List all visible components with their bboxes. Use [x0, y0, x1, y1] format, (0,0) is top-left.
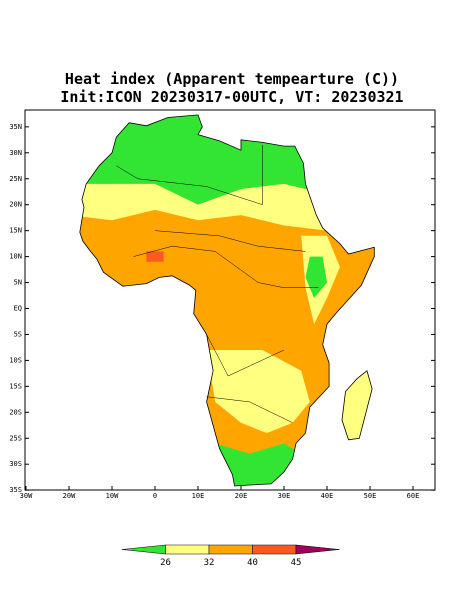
lat-label: 5N [14, 279, 22, 287]
colorbar-low [121, 544, 166, 555]
lat-label: 15S [9, 382, 22, 390]
lat-label: 15N [9, 227, 22, 235]
lat-label: 35S [9, 486, 22, 494]
lat-label: 30S [9, 460, 22, 468]
border [154, 230, 306, 252]
lat-label: 20N [9, 201, 22, 209]
lon-label: 10E [192, 492, 205, 500]
lon-label: 30E [278, 492, 291, 500]
colorbar-high [295, 544, 340, 555]
lat-label: 25N [9, 175, 22, 183]
title: Heat index (Apparent tempearture (C)) [65, 70, 399, 88]
lat-label: 5S [14, 330, 22, 338]
lon-label: 0 [153, 492, 157, 500]
lon-label: 20W [63, 492, 76, 500]
colorbar-segment [252, 544, 297, 555]
lat-label: EQ [14, 305, 22, 313]
lat-label: 25S [9, 434, 22, 442]
border [116, 145, 263, 206]
lon-label: 50E [364, 492, 377, 500]
lon-label: 10W [106, 492, 119, 500]
lat-label: 30N [9, 149, 22, 157]
lat-label: 10N [9, 253, 22, 261]
lat-label: 35N [9, 123, 22, 131]
colorbar-label: 32 [204, 558, 215, 568]
border [206, 396, 293, 423]
field-hotspot [146, 251, 164, 262]
lon-label: 60E [407, 492, 420, 500]
lat-label: 20S [9, 408, 22, 416]
lon-label: 40E [321, 492, 334, 500]
border [133, 245, 319, 288]
colorbar-label: 40 [247, 558, 258, 568]
border [206, 334, 285, 377]
colorbar-segment [165, 544, 210, 555]
lat-label: 10S [9, 356, 22, 364]
coastline [79, 114, 375, 487]
field-central-south [206, 350, 310, 434]
colorbar-segment [208, 544, 253, 555]
lon-label: 30W [20, 492, 33, 500]
colorbar-label: 26 [160, 558, 171, 568]
subtitle: Init:ICON 20230317-00UTC, VT: 20230321 [60, 88, 403, 106]
lon-label: 20E [235, 492, 248, 500]
colorbar-label: 45 [291, 558, 302, 568]
colorbar: 26 32 40 45 [121, 544, 340, 568]
ticks: 35N 30N 25N 20N 15N 10N 5N EQ 5S 10S 15S 20S 25S 30S 3… [9, 123, 435, 500]
